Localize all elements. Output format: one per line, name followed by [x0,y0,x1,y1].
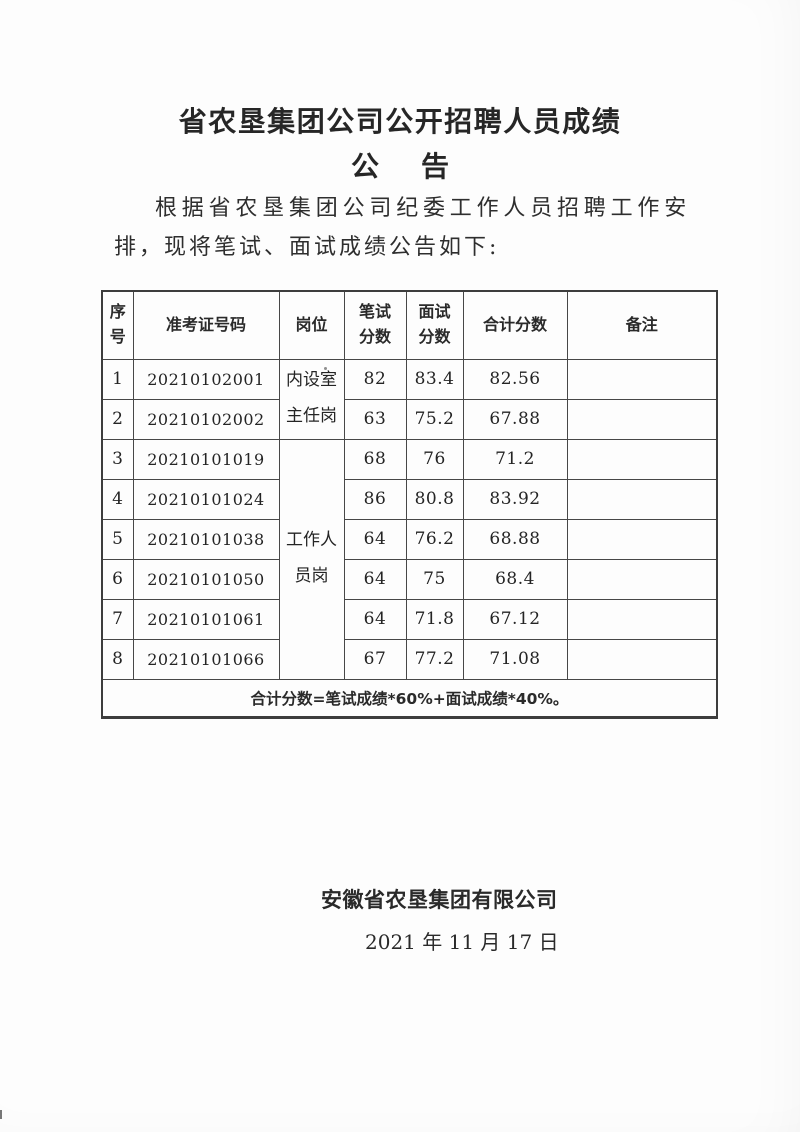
cell-remark [566,518,718,560]
document-subtitle: 公告 [0,145,800,185]
header-seq: 序 号 [101,290,134,360]
cell-seq: 3 [101,438,134,480]
table-row: 6 20210101050 64 75 68.4 [101,558,718,600]
cell-seq: 8 [101,638,134,680]
table-row: 7 20210101061 64 71.8 67.12 [101,598,718,640]
intro-paragraph-line-1: 根据省农垦集团公司纪委工作人员招聘工作安 [155,196,692,221]
cell-interview: 76.2 [405,518,464,560]
header-interview-line2: 分数 [418,327,451,347]
cell-interview: 76 [405,438,464,480]
cell-total: 71.2 [462,438,568,480]
table-row: 8 20210101066 67 77.2 71.08 [101,638,718,680]
header-position: 岗位 [278,290,345,360]
cell-total: 71.08 [462,638,568,680]
scan-speck [324,367,327,370]
header-written-line2: 分数 [358,327,391,347]
position-group-1-line1: 内设室 [286,370,337,391]
header-written-score: 笔试 分数 [343,290,407,360]
cell-written: 82 [343,358,407,400]
cell-seq: 7 [101,598,134,640]
signature-company: 安徽省农垦集团有限公司 [321,887,558,912]
header-interview-line1: 面试 [418,302,451,322]
cell-total: 68.4 [462,558,568,600]
cell-seq: 5 [101,518,134,560]
intro-paragraph-line-2: 排，现将笔试、面试成绩公告如下: [114,235,500,260]
cell-admission-no: 20210101019 [132,438,280,480]
cell-written: 63 [343,398,407,440]
table-row: 5 20210101038 64 76.2 68.88 [101,518,718,560]
header-total-score: 合计分数 [462,290,568,360]
cell-written: 64 [343,558,407,600]
cell-seq: 1 [101,358,134,400]
table-row: 4 20210101024 86 80.8 83.92 [101,478,718,520]
header-seq-line1: 序 [109,302,126,322]
table-row: 2 20210102002 63 75.2 67.88 [101,398,718,440]
position-group-2-line1: 工作人 [286,530,337,551]
table-footnote-row: 合计分数=笔试成绩*60%+面试成绩*40%。 [101,678,718,718]
cell-remark [566,398,718,440]
cell-remark [566,598,718,640]
cell-seq: 2 [101,398,134,440]
header-written-line1: 笔试 [358,302,391,322]
cell-remark [566,358,718,400]
cell-admission-no: 20210101066 [132,638,280,680]
header-remark: 备注 [566,290,718,360]
cell-written: 64 [343,598,407,640]
cell-remark [566,438,718,480]
cell-seq: 6 [101,558,134,600]
cell-interview: 75.2 [405,398,464,440]
position-group-2-line2: 员岗 [294,566,329,586]
cell-written: 68 [343,438,407,480]
cell-position-group-1: 内设室 主任岗 [278,358,345,440]
cell-total: 67.12 [462,598,568,640]
cell-total: 82.56 [462,358,568,400]
table-header-row: 序 号 准考证号码 岗位 笔试 分数 面试 分数 合计分数 备注 [101,290,718,360]
cell-admission-no: 20210102002 [132,398,280,440]
cell-written: 86 [343,478,407,520]
table-row: 1 20210102001 内设室 主任岗 82 83.4 82.56 [101,358,718,440]
cell-admission-no: 20210101038 [132,518,280,560]
cell-remark [566,478,718,520]
cell-position-group-2: 工作人 员岗 [278,438,345,680]
header-admission-no: 准考证号码 [132,290,280,360]
document-title: 省农垦集团公司公开招聘人员成绩 [178,105,622,138]
subtitle-char-gong: 公 [350,150,379,183]
signature-date: 2021 年 11 月 17 日 [365,930,559,954]
score-formula-note: 合计分数=笔试成绩*60%+面试成绩*40%。 [101,678,718,718]
cell-seq: 4 [101,478,134,520]
cell-total: 83.92 [462,478,568,520]
cell-admission-no: 20210101061 [132,598,280,640]
header-seq-line2: 号 [109,327,126,347]
table-row: 3 20210101019 工作人 员岗 68 76 71.2 [101,438,718,680]
cell-written: 67 [343,638,407,680]
cell-interview: 75 [405,558,464,600]
score-table: 序 号 准考证号码 岗位 笔试 分数 面试 分数 合计分数 备注 1 20210… [101,290,718,719]
cell-total: 68.88 [462,518,568,560]
cell-interview: 80.8 [405,478,464,520]
position-group-1-line2: 主任岗 [286,406,337,426]
subtitle-char-gao: 告 [421,150,450,183]
cell-interview: 71.8 [405,598,464,640]
cell-interview: 77.2 [405,638,464,680]
cell-written: 64 [343,518,407,560]
cell-admission-no: 20210101024 [132,478,280,520]
header-interview-score: 面试 分数 [405,290,464,360]
cell-interview: 83.4 [405,358,464,400]
cell-admission-no: 20210101050 [132,558,280,600]
cell-remark [566,638,718,680]
scan-edge-mark [0,1110,2,1119]
cell-total: 67.88 [462,398,568,440]
cell-admission-no: 20210102001 [132,358,280,400]
cell-remark [566,558,718,600]
